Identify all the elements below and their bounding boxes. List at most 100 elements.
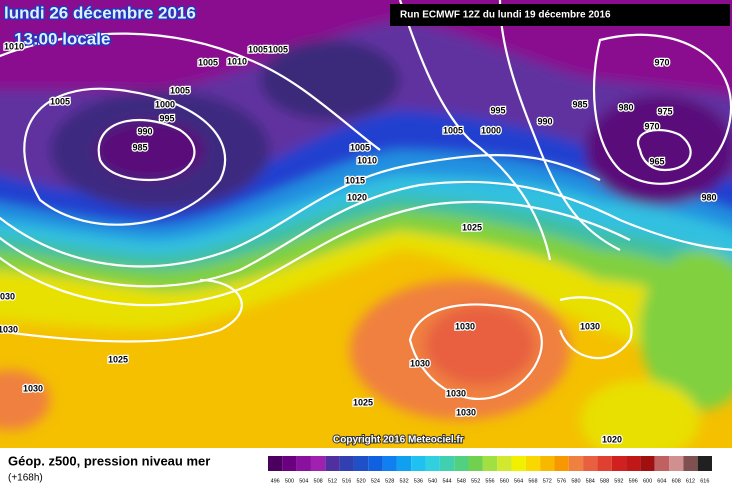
colorbar-cell <box>597 456 612 471</box>
colorbar-label: 576 <box>557 478 566 484</box>
colorbar-cell <box>683 456 698 471</box>
colorbar-label: 612 <box>686 478 695 484</box>
colorbar-label: 548 <box>457 478 466 484</box>
colorbar-cell <box>554 456 569 471</box>
colorbar-label: 544 <box>442 478 451 484</box>
isobar-label: 1030 <box>23 383 43 393</box>
colorbar-label: 564 <box>514 478 523 484</box>
isobar-label: 1005 <box>443 125 463 135</box>
isobar-label: 1010 <box>227 56 247 66</box>
isobar-label: 1025 <box>108 354 128 364</box>
isobar-label: 990 <box>537 116 552 126</box>
isobar-label: 1005 <box>170 85 190 95</box>
isobar-label: 1030 <box>446 388 466 398</box>
isobar-label: 1030 <box>0 324 18 334</box>
colorbar-cell <box>640 456 655 471</box>
colorbar-cell <box>497 456 512 471</box>
colorbar-cell <box>439 456 455 471</box>
colorbar-label: 588 <box>600 478 609 484</box>
isobar-label: 1030 <box>456 407 476 417</box>
isobar-label: 1005 <box>198 57 218 67</box>
isobar-label: 1010 <box>357 155 377 165</box>
colorbar-label: 512 <box>328 478 337 484</box>
copyright: Copyright 2016 Meteociel.fr <box>333 435 464 446</box>
colorbar-cell <box>396 456 412 471</box>
colorbar-cell <box>511 456 526 471</box>
isobar-label: 1015 <box>345 175 365 185</box>
colorbar-label: 524 <box>371 478 380 484</box>
colorbar-cell <box>454 456 469 471</box>
colorbar-label: 552 <box>471 478 480 484</box>
map-field <box>0 0 732 448</box>
colorbar-label: 528 <box>385 478 394 484</box>
colorbar-cell <box>411 456 426 471</box>
isobar-label: 1005 <box>350 142 370 152</box>
isobar-label: 970 <box>644 121 659 131</box>
isobar-label: 1030 <box>0 291 15 301</box>
colorbar-cell <box>626 456 641 471</box>
colorbar-cell <box>296 456 311 471</box>
colorbar-cell <box>697 456 712 471</box>
colorbar-cell <box>353 456 369 471</box>
colorbar-label: 540 <box>428 478 437 484</box>
colorbar-label: 600 <box>643 478 652 484</box>
forecast-hour: (+168h) <box>8 473 43 484</box>
isobar-label: 1000 <box>155 99 175 109</box>
isobar-label: 1010 <box>4 41 24 51</box>
isobar-label: 975 <box>657 106 672 116</box>
isobar-label: 995 <box>490 105 505 115</box>
colorbar-label: 604 <box>657 478 666 484</box>
colorbar-cell <box>525 456 541 471</box>
colorbar-label: 508 <box>314 478 323 484</box>
isobar-label: 985 <box>572 99 587 109</box>
colorbar-label: 560 <box>500 478 509 484</box>
colorbar-label: 572 <box>543 478 552 484</box>
isobar-label: 1005 <box>50 96 70 106</box>
map-title: lundi 26 décembre 2016 <box>4 3 196 22</box>
colorbar-label: 568 <box>528 478 537 484</box>
colorbar-cell <box>268 456 283 471</box>
isobar-label: 1025 <box>462 222 482 232</box>
colorbar-label: 532 <box>399 478 408 484</box>
colorbar-label: 584 <box>586 478 595 484</box>
isobar-label: 985 <box>132 142 147 152</box>
colorbar-cell <box>669 456 684 471</box>
isobar-label: 1030 <box>580 321 600 331</box>
isobar-label: 1005 <box>268 44 288 54</box>
colorbar-label: 580 <box>571 478 580 484</box>
colorbar-label: 616 <box>700 478 709 484</box>
run-box <box>390 4 730 26</box>
colorbar: 496 500 504 508 512 516 520 524 528 532 536 540 544 5… <box>268 456 712 484</box>
legend-caption: Géop. z500, pression niveau mer <box>8 453 210 468</box>
colorbar-cell <box>310 456 326 471</box>
colorbar-label: 596 <box>629 478 638 484</box>
isobar-label: 1005 <box>248 44 268 54</box>
colorbar-label: 516 <box>342 478 351 484</box>
isobar-lines <box>0 0 732 401</box>
colorbar-cell <box>540 456 555 471</box>
isobar-label: 980 <box>618 102 633 112</box>
colorbar-label: 500 <box>285 478 294 484</box>
colorbar-label: 536 <box>414 478 423 484</box>
isobar-label: 965 <box>649 156 664 166</box>
isobar-label: 1020 <box>602 434 622 444</box>
isobar-label: 995 <box>159 113 174 123</box>
colorbar-label: 592 <box>614 478 623 484</box>
colorbar-cell <box>468 456 483 471</box>
map-subtitle: 13:00 locale <box>14 29 110 48</box>
colorbar-cell <box>583 456 598 471</box>
colorbar-label: 504 <box>299 478 308 484</box>
isobar-label: 1000 <box>481 125 501 135</box>
isobar-label: 980 <box>701 192 716 202</box>
colorbar-cell <box>482 456 498 471</box>
colorbar-label: 496 <box>271 478 280 484</box>
colorbar-cell <box>382 456 397 471</box>
isobar-label: 1025 <box>353 397 373 407</box>
colorbar-cell <box>611 456 627 471</box>
isobar-label: 990 <box>137 126 152 136</box>
isobar-label: 1030 <box>410 358 430 368</box>
isobar-label: 1020 <box>347 192 367 202</box>
run-info: Run ECMWF 12Z du lundi 19 décembre 2016 <box>400 10 611 21</box>
